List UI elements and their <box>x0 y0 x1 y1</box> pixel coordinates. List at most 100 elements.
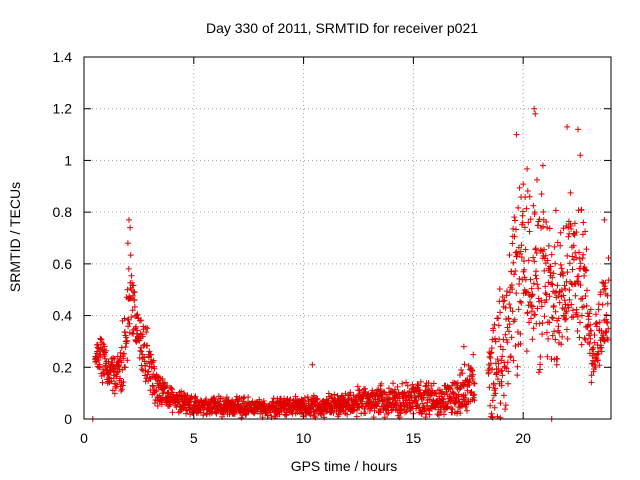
data-point <box>495 315 502 322</box>
data-point <box>328 402 335 409</box>
data-point <box>539 319 546 326</box>
data-point <box>595 306 602 313</box>
data-point <box>151 365 158 372</box>
data-point <box>566 287 573 294</box>
data-point <box>130 282 137 289</box>
data-point <box>128 272 135 279</box>
data-point <box>117 375 124 382</box>
data-point <box>97 335 104 342</box>
data-point <box>122 364 129 371</box>
data-point <box>555 323 562 330</box>
data-point <box>159 375 166 382</box>
data-point <box>549 274 556 281</box>
data-point <box>497 414 504 421</box>
data-point <box>508 334 515 341</box>
data-point <box>531 209 538 216</box>
data-point <box>576 255 583 262</box>
data-point <box>526 193 533 200</box>
data-point <box>425 380 432 387</box>
data-point <box>552 336 559 343</box>
data-point <box>421 406 428 413</box>
data-point <box>542 290 549 297</box>
data-point <box>505 368 512 375</box>
data-point <box>507 354 514 361</box>
data-point <box>329 394 336 401</box>
axes <box>83 56 612 420</box>
data-point <box>545 242 552 249</box>
data-point <box>129 330 136 337</box>
x-tick-label: 0 <box>80 430 88 446</box>
data-point <box>245 394 252 401</box>
data-point <box>514 372 521 379</box>
data-point <box>528 285 535 292</box>
data-point <box>371 407 378 414</box>
data-point <box>440 396 447 403</box>
data-point <box>532 311 539 318</box>
data-point <box>595 350 602 357</box>
data-point <box>565 218 572 225</box>
data-point <box>604 300 611 307</box>
data-point <box>301 394 308 401</box>
data-point <box>113 381 120 388</box>
data-point <box>560 292 567 299</box>
data-point <box>556 329 563 336</box>
data-point <box>150 357 157 364</box>
data-point <box>426 411 433 418</box>
data-point <box>325 399 332 406</box>
data-point <box>504 359 511 366</box>
data-point <box>502 406 509 413</box>
data-point <box>111 356 118 363</box>
data-point <box>127 224 134 231</box>
data-point <box>362 409 369 416</box>
data-point <box>304 393 311 400</box>
data-point <box>564 123 571 130</box>
data-point <box>565 224 572 231</box>
data-point <box>310 392 317 399</box>
data-point <box>486 384 493 391</box>
data-point <box>509 240 516 247</box>
data-point <box>564 269 571 276</box>
data-point <box>387 396 394 403</box>
data-point <box>546 319 553 326</box>
data-point <box>180 405 187 412</box>
data-point <box>260 397 267 404</box>
data-point <box>506 289 513 296</box>
data-point <box>503 365 510 372</box>
data-point <box>534 281 541 288</box>
y-tick-label: 0 <box>64 411 72 427</box>
data-point <box>553 361 560 368</box>
data-point <box>540 208 547 215</box>
data-point <box>509 308 516 315</box>
data-point <box>525 219 532 226</box>
data-point <box>534 176 540 183</box>
data-point <box>398 407 405 414</box>
data-point <box>525 289 532 296</box>
data-point <box>517 340 524 347</box>
data-point <box>526 319 533 326</box>
data-point <box>530 254 537 261</box>
data-point <box>563 326 570 333</box>
data-point <box>536 216 543 223</box>
data-point <box>516 184 523 191</box>
data-point <box>513 131 520 138</box>
data-point <box>153 386 160 393</box>
data-point <box>538 297 545 304</box>
data-point <box>572 292 579 299</box>
data-point <box>192 393 199 400</box>
data-point <box>491 404 498 411</box>
data-point <box>499 346 506 353</box>
data-point <box>94 341 101 348</box>
data-point <box>554 239 561 246</box>
data-point <box>383 391 390 398</box>
data-point <box>558 341 565 348</box>
data-point <box>524 165 531 172</box>
data-point <box>518 242 525 249</box>
data-point <box>454 379 461 386</box>
data-point <box>456 386 463 393</box>
data-point <box>387 388 394 395</box>
data-point <box>511 316 518 323</box>
data-point <box>573 254 580 261</box>
data-point <box>577 260 584 267</box>
data-point <box>331 391 338 398</box>
data-point <box>388 407 395 414</box>
